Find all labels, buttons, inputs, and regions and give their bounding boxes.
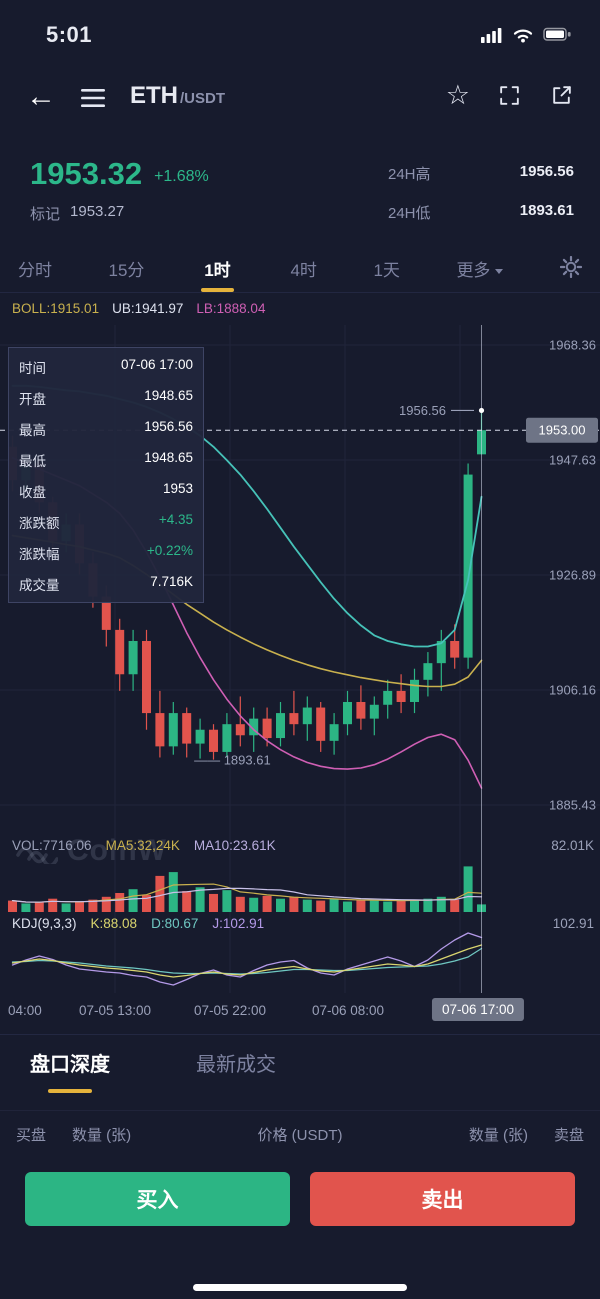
mark-price: 1953.27 bbox=[70, 203, 125, 220]
price-chart[interactable]: 1968.36 1947.63 1926.89 1906.16 1885.43 —— 18… bbox=[0, 325, 600, 995]
svg-text:1968.36: 1968.36 bbox=[549, 338, 596, 353]
vol-axis-max: 82.01K bbox=[551, 838, 594, 853]
high-low-block: 24H高 1956.56 24H低 1893.61 bbox=[388, 163, 574, 241]
tab-4hour[interactable]: 4时 bbox=[290, 261, 317, 280]
watermark: CoinW bbox=[16, 834, 167, 868]
mark-price-row: 标记 1953.27 bbox=[30, 203, 124, 224]
svg-text:1947.63: 1947.63 bbox=[549, 453, 596, 468]
mark-label: 标记 bbox=[30, 206, 61, 223]
sell-button[interactable]: 卖出 bbox=[310, 1172, 575, 1226]
divider bbox=[0, 1110, 600, 1111]
tooltip-row: 成交量 7.716K bbox=[19, 573, 193, 593]
favorite-star-icon[interactable]: ☆ bbox=[445, 80, 470, 110]
tooltip-row: 最低 1948.65 bbox=[19, 449, 193, 469]
svg-text:1956.56: 1956.56 bbox=[399, 403, 446, 418]
indicator-menu-icon[interactable] bbox=[80, 88, 106, 108]
indicator-readout: BOLL:1915.01 UB:1941.97 LB:1888.04 bbox=[12, 301, 265, 316]
kdj-name: KDJ(9,3,3) bbox=[12, 916, 77, 931]
orderbook-tab-bar: 盘口深度 最新成交 bbox=[30, 1048, 276, 1093]
tab-latest-trades[interactable]: 最新成交 bbox=[196, 1054, 276, 1076]
status-icons bbox=[481, 26, 572, 43]
boll-value: BOLL:1915.01 bbox=[12, 301, 100, 316]
coinw-logo-icon bbox=[16, 846, 58, 864]
ub-value: UB:1941.97 bbox=[112, 301, 184, 316]
kdj-j: J:102.91 bbox=[212, 916, 265, 931]
trade-actions: 买入 卖出 bbox=[25, 1172, 575, 1226]
tooltip-row: 收盘 1953 bbox=[19, 480, 193, 500]
svg-text:1953.00: 1953.00 bbox=[539, 423, 586, 438]
status-bar: 5:01 bbox=[0, 16, 600, 60]
svg-text:1906.16: 1906.16 bbox=[549, 683, 596, 698]
time-label: 07-05 22:00 bbox=[193, 1003, 267, 1018]
time-label: 04:00 bbox=[8, 1003, 42, 1018]
divider bbox=[0, 1034, 600, 1035]
buy-button[interactable]: 买入 bbox=[25, 1172, 290, 1226]
low-row: 24H低 1893.61 bbox=[388, 202, 574, 223]
qty-left-label: 数量 (张) bbox=[72, 1127, 132, 1144]
orderbook-header: 买盘 数量 (张) 价格 (USDT) 数量 (张) 卖盘 bbox=[0, 1124, 600, 1145]
change-percent: +1.68% bbox=[154, 168, 209, 185]
volume-header: VOL:7716.06 MA5:32,24K MA10:23.61K 82.01… bbox=[12, 838, 594, 853]
tab-1hour[interactable]: 1时 bbox=[200, 256, 234, 292]
tooltip-row: 时间 07-06 17:00 bbox=[19, 356, 193, 376]
tooltip-row: 涨跌额 +4.35 bbox=[19, 511, 193, 531]
high-value: 1956.56 bbox=[519, 163, 574, 180]
tab-15min[interactable]: 15分 bbox=[108, 261, 145, 280]
share-icon[interactable] bbox=[549, 83, 574, 108]
kdj-d: D:80.67 bbox=[151, 916, 199, 931]
price-block: 1953.32 +1.68% bbox=[30, 158, 209, 189]
vol-ma5: MA5:32,24K bbox=[105, 838, 180, 853]
wifi-icon bbox=[513, 29, 533, 42]
vol-value: VOL:7716.06 bbox=[12, 838, 92, 853]
tab-1day[interactable]: 1天 bbox=[373, 261, 400, 280]
chevron-down-icon bbox=[495, 269, 504, 275]
svg-text:1926.89: 1926.89 bbox=[549, 568, 596, 583]
interval-tab-bar: 分时 15分 1时 4时 1天 更多 bbox=[0, 246, 600, 292]
tab-minute[interactable]: 分时 bbox=[18, 261, 52, 280]
divider bbox=[0, 292, 600, 293]
active-tab-underline bbox=[48, 1089, 92, 1093]
active-tab-underline bbox=[200, 288, 234, 292]
crosshair-time-badge: 07-06 17:00 bbox=[431, 998, 525, 1021]
sell-side-label: 卖盘 bbox=[553, 1127, 584, 1144]
tooltip-row: 最高 1956.56 bbox=[19, 418, 193, 438]
time-label: 07-06 08:00 bbox=[311, 1003, 385, 1018]
time-axis: 04:00 07-05 13:00 07-05 22:00 07-06 08:0… bbox=[0, 997, 600, 1027]
fullscreen-icon[interactable] bbox=[497, 83, 522, 108]
qty-right-label: 数量 (张) bbox=[468, 1127, 528, 1144]
tab-depth[interactable]: 盘口深度 bbox=[30, 1048, 110, 1093]
watermark-text: CoinW bbox=[67, 834, 167, 867]
low-label: 24H低 bbox=[388, 205, 431, 222]
high-label: 24H高 bbox=[388, 166, 431, 183]
kdj-axis-max: 102.91 bbox=[552, 916, 594, 931]
base-symbol: ETH bbox=[130, 82, 178, 109]
pair-title: ETH /USDT bbox=[130, 82, 225, 110]
ohlc-tooltip: 时间 07-06 17:00 开盘 1948.65 最高 1956.56 最低 1948… bbox=[8, 347, 204, 603]
last-price: 1953.32 bbox=[30, 156, 143, 191]
lb-value: LB:1888.04 bbox=[196, 301, 266, 316]
quote-symbol: /USDT bbox=[180, 90, 225, 107]
time-label: 07-05 13:00 bbox=[78, 1003, 152, 1018]
status-time: 5:01 bbox=[46, 22, 93, 47]
page-header: ← ETH /USDT ☆ bbox=[0, 80, 600, 132]
svg-text:1885.43: 1885.43 bbox=[549, 798, 596, 813]
header-actions: ☆ bbox=[446, 82, 574, 109]
kdj-k: K:88.08 bbox=[90, 916, 138, 931]
price-col-label: 价格 (USDT) bbox=[257, 1127, 343, 1144]
buy-side-label: 买盘 bbox=[16, 1127, 47, 1144]
cellular-signal-icon bbox=[481, 28, 502, 43]
high-row: 24H高 1956.56 bbox=[388, 163, 574, 184]
home-indicator bbox=[193, 1284, 407, 1291]
battery-icon bbox=[543, 27, 571, 41]
tooltip-row: 涨跌幅 +0.22% bbox=[19, 542, 193, 562]
tab-more[interactable]: 更多 bbox=[456, 256, 504, 281]
kdj-header: KDJ(9,3,3) K:88.08 D:80.67 J:102.91 102.… bbox=[12, 916, 594, 931]
low-value: 1893.61 bbox=[519, 202, 574, 219]
svg-text:—— 1893.61: —— 1893.61 bbox=[194, 753, 271, 768]
chart-settings-gear-icon[interactable] bbox=[559, 256, 582, 278]
tooltip-row: 开盘 1948.65 bbox=[19, 387, 193, 407]
back-button[interactable]: ← bbox=[26, 80, 56, 113]
vol-ma10: MA10:23.61K bbox=[193, 838, 276, 853]
